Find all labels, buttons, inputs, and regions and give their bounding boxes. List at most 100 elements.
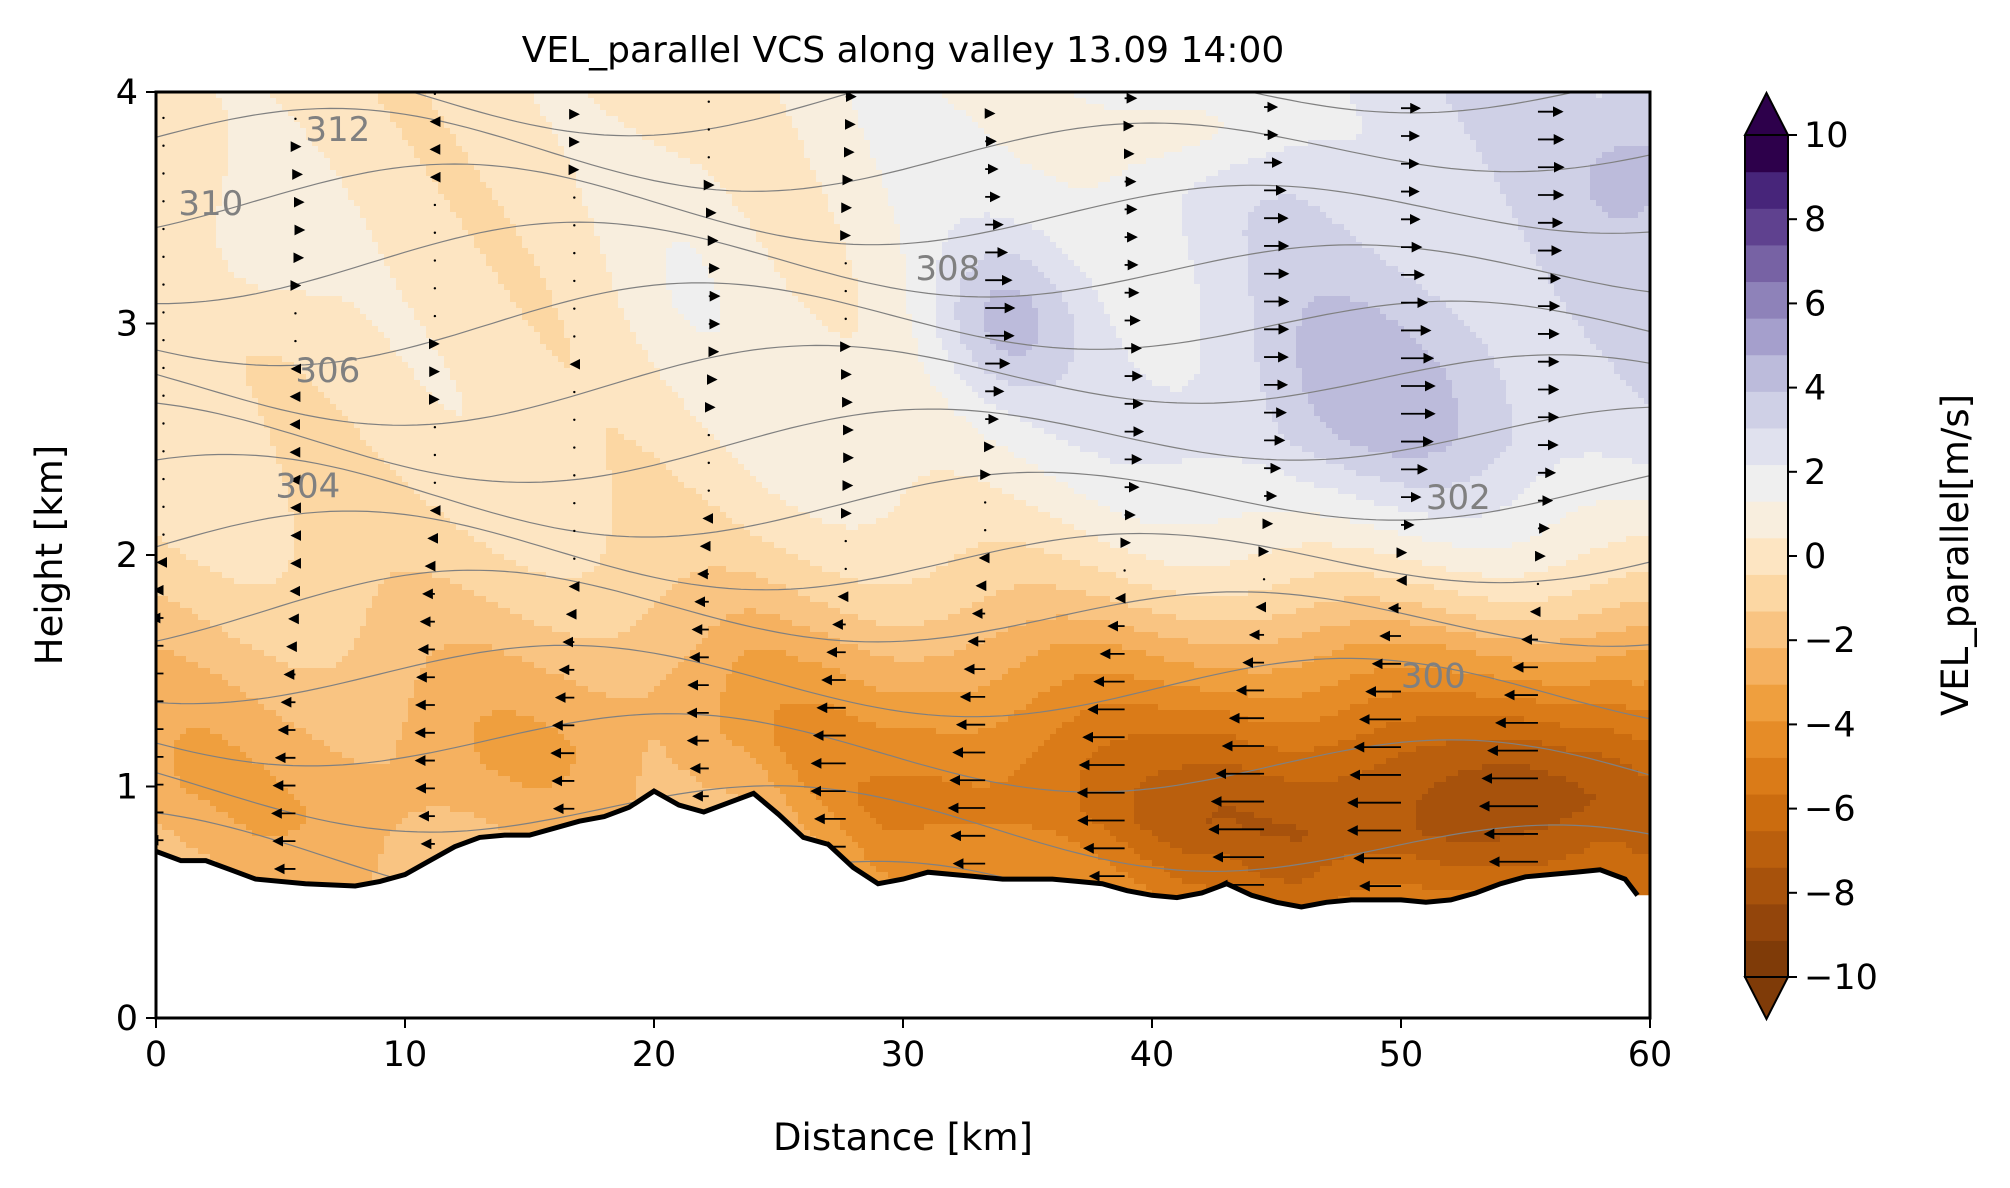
field-cell: [738, 656, 799, 663]
field-cell: [984, 638, 1189, 645]
field-cell: [726, 614, 781, 621]
field-cell: [1584, 788, 1650, 795]
field-cell: [186, 728, 211, 735]
field-cell: [822, 800, 859, 807]
field-cell: [906, 272, 937, 279]
field-cell: [948, 236, 1051, 243]
field-cell: [1446, 368, 1501, 375]
field-cell: [378, 248, 481, 255]
field-cell: [510, 218, 595, 225]
field-cell: [1098, 500, 1375, 507]
field-cell: [1614, 728, 1650, 735]
field-cell: [900, 242, 943, 249]
field-cell: [522, 314, 559, 321]
field-cell: [1152, 608, 1297, 615]
field-cell: [1560, 458, 1633, 465]
field-cell: [702, 782, 775, 789]
colorbar-segment: [1745, 501, 1788, 539]
field-cell: [1572, 812, 1650, 819]
field-cell: [288, 506, 439, 513]
field-cell: [486, 260, 535, 267]
field-cell: [936, 314, 955, 321]
field-cell: [1506, 392, 1639, 399]
field-cell: [1314, 746, 1417, 753]
field-cell: [1512, 404, 1650, 411]
field-cell: [1458, 590, 1573, 597]
field-cell: [552, 128, 637, 135]
field-cell: [426, 386, 457, 393]
field-cell: [810, 560, 949, 567]
field-cell: [798, 128, 865, 135]
wind-vector: [162, 450, 165, 453]
field-cell: [1056, 614, 1069, 621]
field-cell: [1470, 326, 1585, 333]
field-cell: [786, 752, 1033, 759]
field-cell: [246, 356, 283, 363]
field-cell: [1272, 614, 1477, 621]
field-cell: [300, 800, 631, 807]
field-cell: [1146, 776, 1285, 783]
wind-vector: [162, 338, 165, 342]
field-cell: [804, 146, 871, 153]
field-cell: [1122, 170, 1219, 177]
field-cell: [372, 596, 487, 603]
field-cell: [1254, 314, 1303, 321]
field-cell: [660, 596, 811, 603]
field-cell: [798, 812, 835, 819]
field-cell: [396, 278, 499, 285]
wind-vector: [983, 501, 987, 504]
field-cell: [1530, 536, 1627, 543]
field-cell: [156, 134, 229, 141]
field-cell: [552, 626, 631, 633]
colorbar-tick-label: −8: [1804, 874, 1856, 914]
field-cell: [600, 104, 787, 111]
field-cell: [390, 116, 445, 123]
field-cell: [930, 572, 1117, 579]
field-cell: [1482, 338, 1591, 345]
field-cell: [1008, 446, 1081, 453]
field-cell: [1374, 668, 1453, 675]
field-cell: [1446, 98, 1650, 105]
field-cell: [924, 824, 1033, 831]
field-cell: [1590, 548, 1650, 555]
field-cell: [1296, 344, 1423, 351]
field-cell: [720, 440, 997, 447]
field-cell: [672, 296, 721, 303]
field-cell: [708, 428, 979, 435]
field-cell: [396, 122, 445, 129]
field-cell: [1428, 512, 1483, 519]
field-cell: [510, 776, 565, 783]
field-cell: [1638, 392, 1650, 399]
field-cell: [1188, 254, 1249, 261]
field-cell: [264, 422, 355, 429]
field-cell: [156, 632, 229, 639]
field-cell: [402, 722, 475, 729]
field-cell: [1128, 578, 1291, 585]
field-cell: [510, 290, 553, 297]
field-cell: [816, 314, 859, 321]
field-cell: [156, 746, 175, 753]
field-cell: [738, 794, 787, 801]
field-cell: [1386, 758, 1621, 765]
field-cell: [750, 752, 787, 759]
field-cell: [774, 782, 805, 789]
field-cell: [912, 332, 937, 339]
field-cell: [666, 380, 931, 387]
field-cell: [1530, 242, 1650, 249]
field-cell: [648, 692, 721, 699]
field-cell: [384, 458, 607, 465]
field-cell: [222, 866, 379, 873]
field-cell: [1110, 740, 1249, 747]
field-cell: [552, 290, 619, 297]
field-cell: [180, 782, 283, 789]
field-cell: [390, 338, 433, 345]
field-cell: [798, 770, 1015, 777]
field-cell: [1032, 752, 1093, 759]
field-cell: [1242, 764, 1375, 771]
field-cell: [990, 134, 1213, 141]
field-cell: [402, 734, 475, 741]
theta-contour: [156, 453, 1650, 538]
field-cell: [756, 758, 787, 765]
field-cell: [156, 92, 217, 99]
field-cell: [1266, 404, 1315, 411]
